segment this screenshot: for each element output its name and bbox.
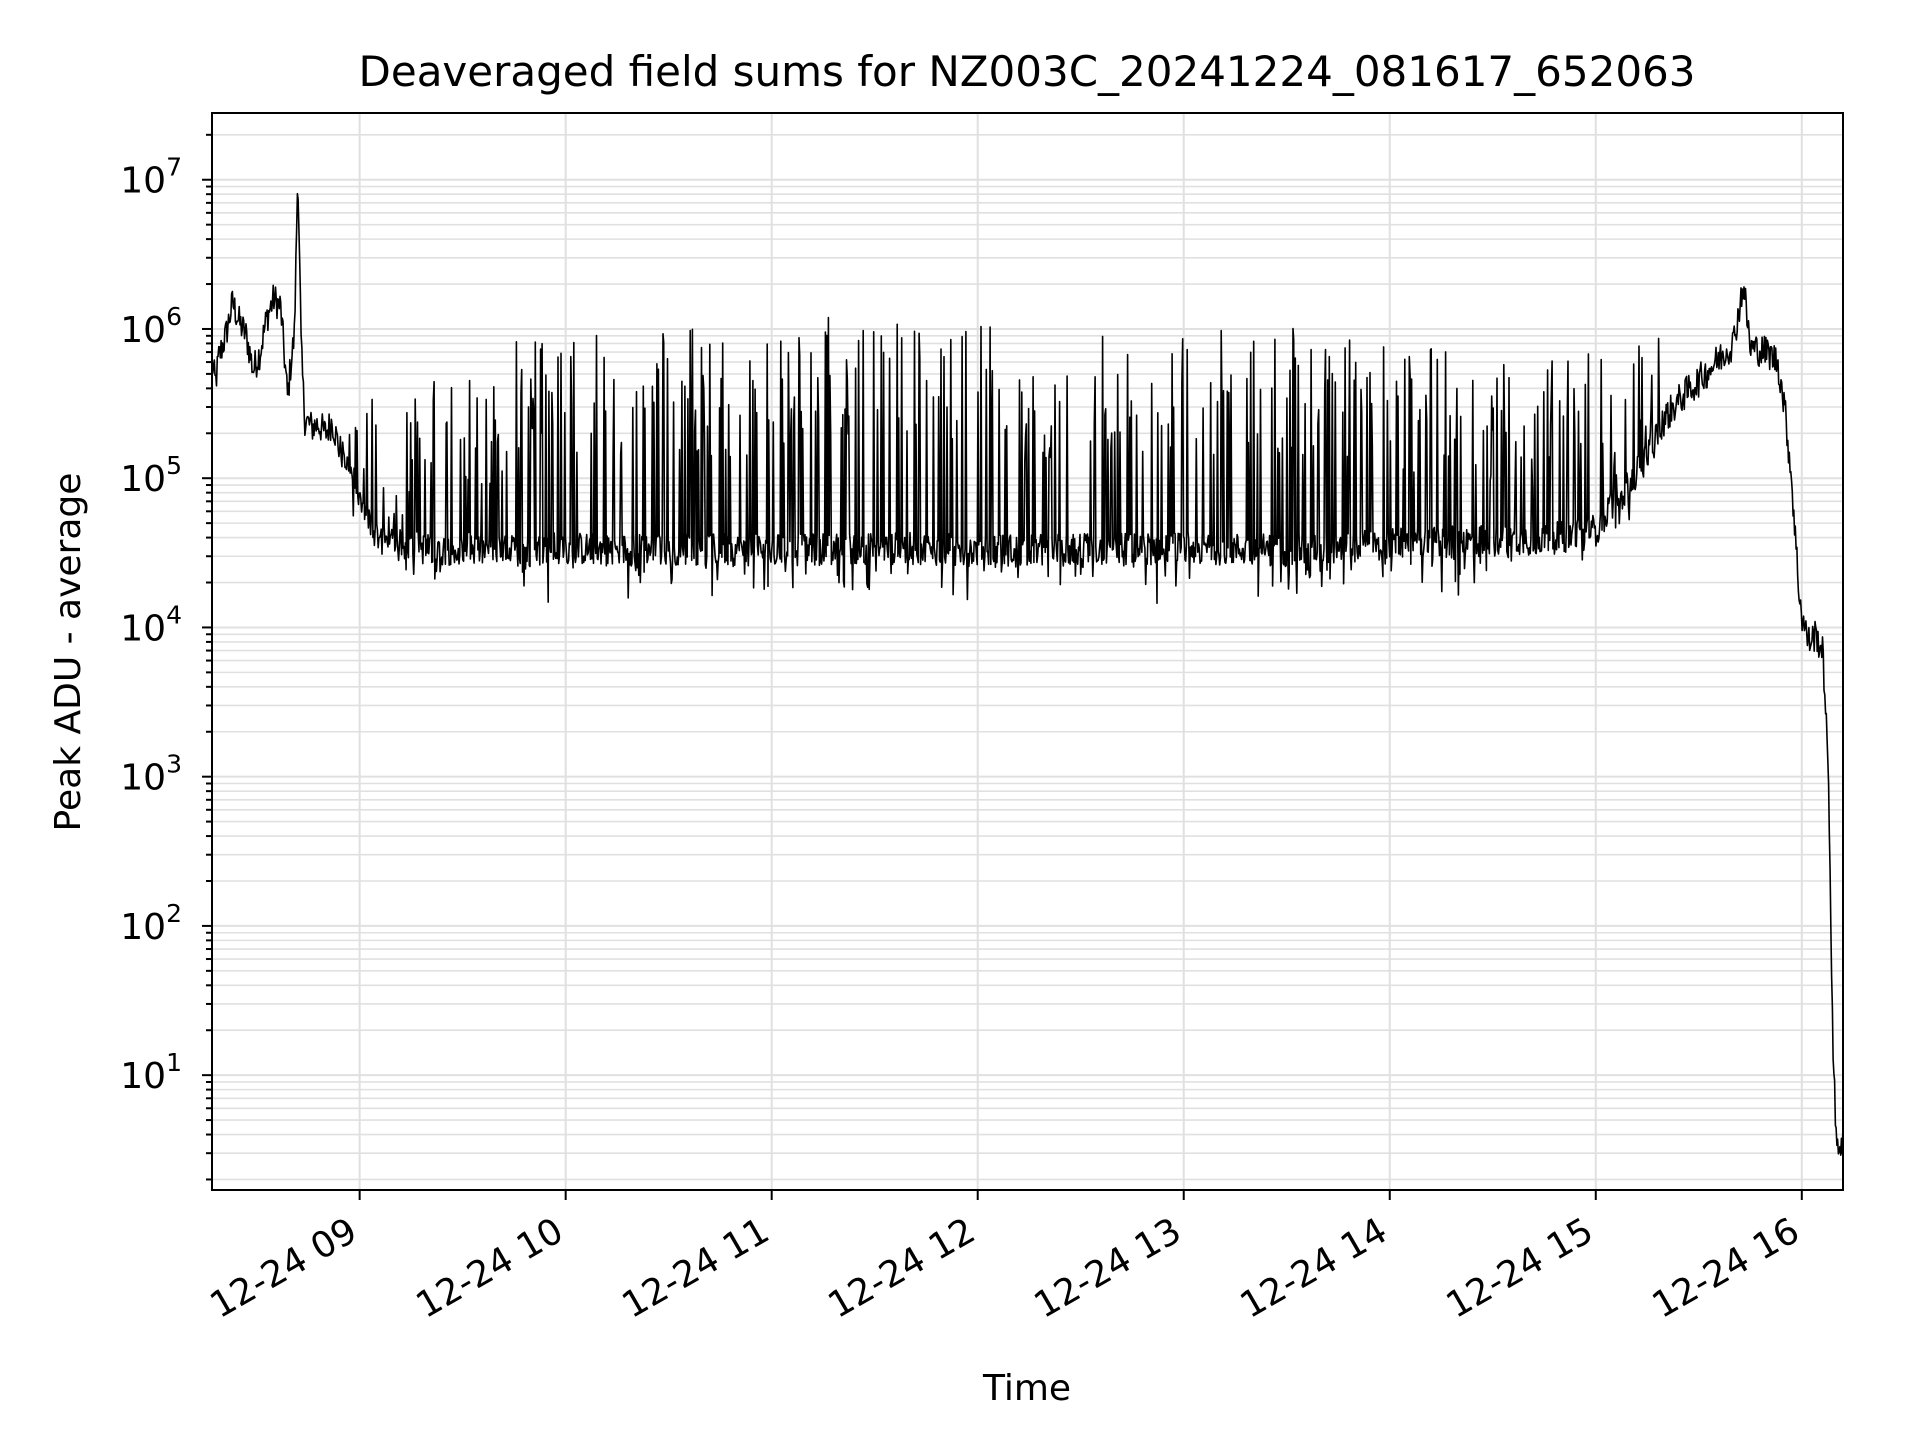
y-tick-label-exponent: 5 [166, 451, 182, 480]
x-axis: 12-24 09 12-24 10 12-24 11 12-24 12 12-24 13… [203, 1190, 1806, 1327]
y-tick-label-exponent: 6 [166, 302, 182, 331]
grid [212, 113, 1843, 1190]
y-tick-label: 107 [120, 153, 182, 202]
plot-frame [211, 112, 1844, 1191]
y-tick-label: 104 [120, 600, 182, 649]
data-series-line [211, 192, 1844, 1156]
x-tick-label: 12-24 09 [203, 1210, 364, 1326]
x-tick-label: 12-24 16 [1646, 1210, 1807, 1326]
y-tick-label-base: 10 [120, 608, 166, 649]
y-tick-label-base: 10 [120, 161, 166, 202]
y-tick-label-base: 10 [120, 310, 166, 351]
y-tick-label-exponent: 1 [166, 1048, 182, 1077]
y-tick-label-base: 10 [120, 907, 166, 948]
x-tick-label: 12-24 12 [822, 1210, 983, 1326]
y-tick-label: 101 [120, 1048, 182, 1097]
y-tick-label-exponent: 4 [166, 600, 182, 629]
y-tick-label-base: 10 [120, 1056, 166, 1097]
y-tick-label: 105 [120, 451, 182, 500]
chart-title: Deaveraged field sums for NZ003C_2024122… [359, 47, 1696, 96]
y-tick-label: 103 [120, 750, 182, 799]
y-tick-label-exponent: 7 [166, 153, 182, 182]
y-tick-label: 102 [120, 899, 182, 948]
y-tick-label-exponent: 3 [166, 750, 182, 779]
y-tick-label: 106 [120, 302, 182, 351]
y-tick-label-base: 10 [120, 459, 166, 500]
y-axis-label: Peak ADU - average [48, 473, 89, 832]
x-tick-label: 12-24 10 [409, 1210, 570, 1326]
x-tick-label: 12-24 14 [1234, 1210, 1395, 1326]
x-tick-label: 12-24 11 [616, 1210, 777, 1326]
x-tick-label: 12-24 15 [1440, 1210, 1601, 1326]
x-axis-label: Time [982, 1368, 1071, 1409]
y-tick-label-base: 10 [120, 758, 166, 799]
x-tick-label: 12-24 13 [1028, 1210, 1189, 1326]
y-tick-label-exponent: 2 [166, 899, 182, 928]
